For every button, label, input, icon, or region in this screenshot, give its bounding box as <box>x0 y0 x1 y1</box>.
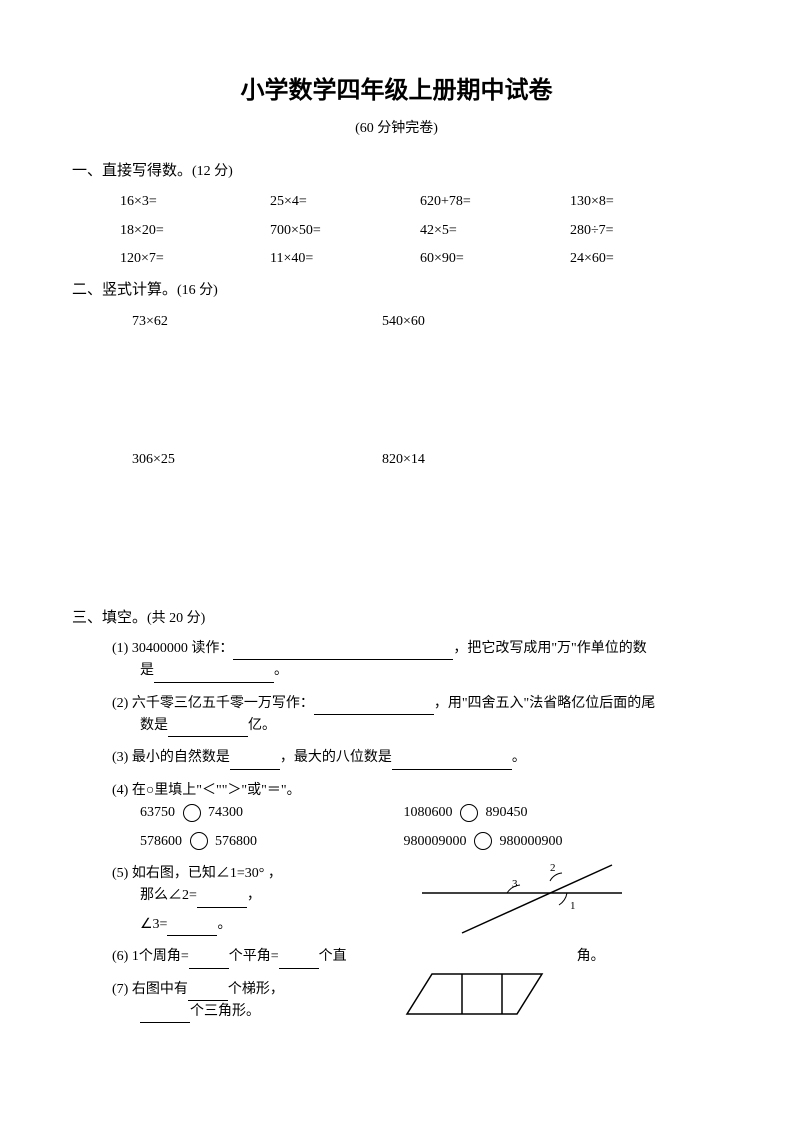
compare-left: 63750 <box>140 805 175 820</box>
fill-item-7: (7) 右图中有 个梯形， 个三角形。 <box>112 979 721 1039</box>
item3-prefix: (3) 最小的自然数是 <box>112 750 230 765</box>
blank[interactable] <box>188 985 228 1001</box>
blank[interactable] <box>314 699 434 715</box>
calc-item: 25×4= <box>270 191 420 213</box>
section3-header: 三、填空。(共 20 分) <box>72 606 721 630</box>
blank[interactable] <box>167 920 217 936</box>
fill-item-1: (1) 30400000 读作：，把它改写成用"万"作单位的数 是。 <box>112 638 721 683</box>
section2-points: (16 分) <box>177 283 218 298</box>
page-title: 小学数学四年级上册期中试卷 <box>72 72 721 110</box>
compare-right: 576800 <box>215 834 257 849</box>
calc-item: 42×5= <box>420 220 570 242</box>
calc-item: 16×3= <box>120 191 270 213</box>
calc-item: 120×7= <box>120 248 270 270</box>
blank[interactable] <box>233 644 453 660</box>
circle-blank[interactable] <box>183 804 201 822</box>
calc-item: 540×60 <box>382 311 632 333</box>
item2-line2-prefix: 数是 <box>140 718 168 733</box>
compare-pair: 1080600 890450 <box>404 802 664 824</box>
fill-section: (1) 30400000 读作：，把它改写成用"万"作单位的数 是。 (2) 六… <box>112 638 721 1039</box>
trapezoid-diagram <box>402 964 562 1024</box>
item1-line2: 是。 <box>140 660 721 682</box>
calc-item: 620+78= <box>420 191 570 213</box>
blank[interactable] <box>154 667 274 683</box>
fill-item-5: (5) 如右图，已知∠1=30° ， 那么∠2=， ∠3=。 3 2 1 <box>112 863 721 936</box>
fill-item-3: (3) 最小的自然数是 ，最大的八位数是 。 <box>112 747 721 769</box>
item2-line2: 数是 亿。 <box>140 715 721 737</box>
section3-title: 三、填空。 <box>72 610 147 626</box>
fill-item-4: (4) 在○里填上"＜""＞"或"＝"。 63750 74300 1080600… <box>112 780 721 853</box>
item5-line3-prefix: ∠3= <box>140 917 167 932</box>
item6-mid2: 个直 <box>319 949 347 964</box>
compare-left: 578600 <box>140 834 182 849</box>
compare-pair: 63750 74300 <box>140 802 400 824</box>
item6-suffix: 角。 <box>577 949 605 964</box>
item2-line2-suffix: 亿。 <box>248 718 276 733</box>
angle-label-2: 2 <box>550 862 556 874</box>
item7-line2-suffix: 个三角形。 <box>190 1004 260 1019</box>
angle-label-1: 1 <box>570 900 576 912</box>
compare-right: 890450 <box>486 805 528 820</box>
vertical-space-2 <box>72 478 721 598</box>
vertical-calc-row2: 306×25 820×14 <box>132 449 721 471</box>
section1-title: 一、直接写得数。 <box>72 163 192 179</box>
calc-item: 60×90= <box>420 248 570 270</box>
section2-header: 二、竖式计算。(16 分) <box>72 278 721 302</box>
item2-suffix: ，用"四舍五入"法省略亿位后面的尾 <box>434 696 655 711</box>
compare-pair: 980009000 980000900 <box>404 831 664 853</box>
item5-line2-prefix: 那么∠2= <box>140 888 197 903</box>
circle-blank[interactable] <box>460 804 478 822</box>
section1-header: 一、直接写得数。(12 分) <box>72 159 721 183</box>
blank[interactable] <box>168 721 248 737</box>
compare-left: 980009000 <box>404 834 467 849</box>
page-subtitle: (60 分钟完卷) <box>72 118 721 140</box>
item6-prefix: (6) 1个周角= <box>112 949 189 964</box>
item1-prefix: (1) 30400000 读作： <box>112 641 233 656</box>
item1-line2-suffix: 。 <box>274 663 288 678</box>
section1-points: (12 分) <box>192 164 233 179</box>
compare-row-1: 63750 74300 1080600 890450 <box>140 802 721 824</box>
compare-right: 74300 <box>208 805 243 820</box>
blank[interactable] <box>140 1007 190 1023</box>
item4-header: (4) 在○里填上"＜""＞"或"＝"。 <box>112 780 721 802</box>
blank[interactable] <box>197 892 247 908</box>
section3-points: (共 20 分) <box>147 611 205 626</box>
calc-item: 73×62 <box>132 311 382 333</box>
item3-mid: ，最大的八位数是 <box>280 750 392 765</box>
calc-item: 700×50= <box>270 220 420 242</box>
fill-item-2: (2) 六千零三亿五千零一万写作： ，用"四舍五入"法省略亿位后面的尾 数是 亿。 <box>112 693 721 738</box>
blank[interactable] <box>279 953 319 969</box>
item5-line3-suffix: 。 <box>217 917 231 932</box>
item2-prefix: (2) 六千零三亿五千零一万写作： <box>112 696 314 711</box>
item5-line2-suffix: ， <box>247 888 261 903</box>
circle-blank[interactable] <box>190 832 208 850</box>
compare-left: 1080600 <box>404 805 453 820</box>
section2-title: 二、竖式计算。 <box>72 282 177 298</box>
angle-label-3: 3 <box>512 878 518 890</box>
calc-item: 130×8= <box>570 191 700 213</box>
calc-item: 11×40= <box>270 248 420 270</box>
vertical-space-1 <box>72 339 721 449</box>
blank[interactable] <box>230 754 280 770</box>
compare-right: 980000900 <box>500 834 563 849</box>
calc-item: 820×14 <box>382 449 632 471</box>
item6-mid1: 个平角= <box>229 949 279 964</box>
blank[interactable] <box>189 953 229 969</box>
item1-line2-prefix: 是 <box>140 663 154 678</box>
compare-row-2: 578600 576800 980009000 980000900 <box>140 831 721 853</box>
angle-diagram: 3 2 1 <box>412 853 632 938</box>
calc-item: 280÷7= <box>570 220 700 242</box>
blank[interactable] <box>392 754 512 770</box>
calc-item: 306×25 <box>132 449 382 471</box>
item3-suffix: 。 <box>512 750 526 765</box>
calc-grid-1: 16×3= 25×4= 620+78= 130×8= 18×20= 700×50… <box>120 191 721 270</box>
vertical-calc-row1: 73×62 540×60 <box>132 311 721 333</box>
calc-item: 18×20= <box>120 220 270 242</box>
item7-prefix: (7) 右图中有 <box>112 982 188 997</box>
item1-suffix: ，把它改写成用"万"作单位的数 <box>453 641 646 656</box>
compare-pair: 578600 576800 <box>140 831 400 853</box>
circle-blank[interactable] <box>474 832 492 850</box>
item7-mid: 个梯形， <box>228 982 284 997</box>
calc-item: 24×60= <box>570 248 700 270</box>
